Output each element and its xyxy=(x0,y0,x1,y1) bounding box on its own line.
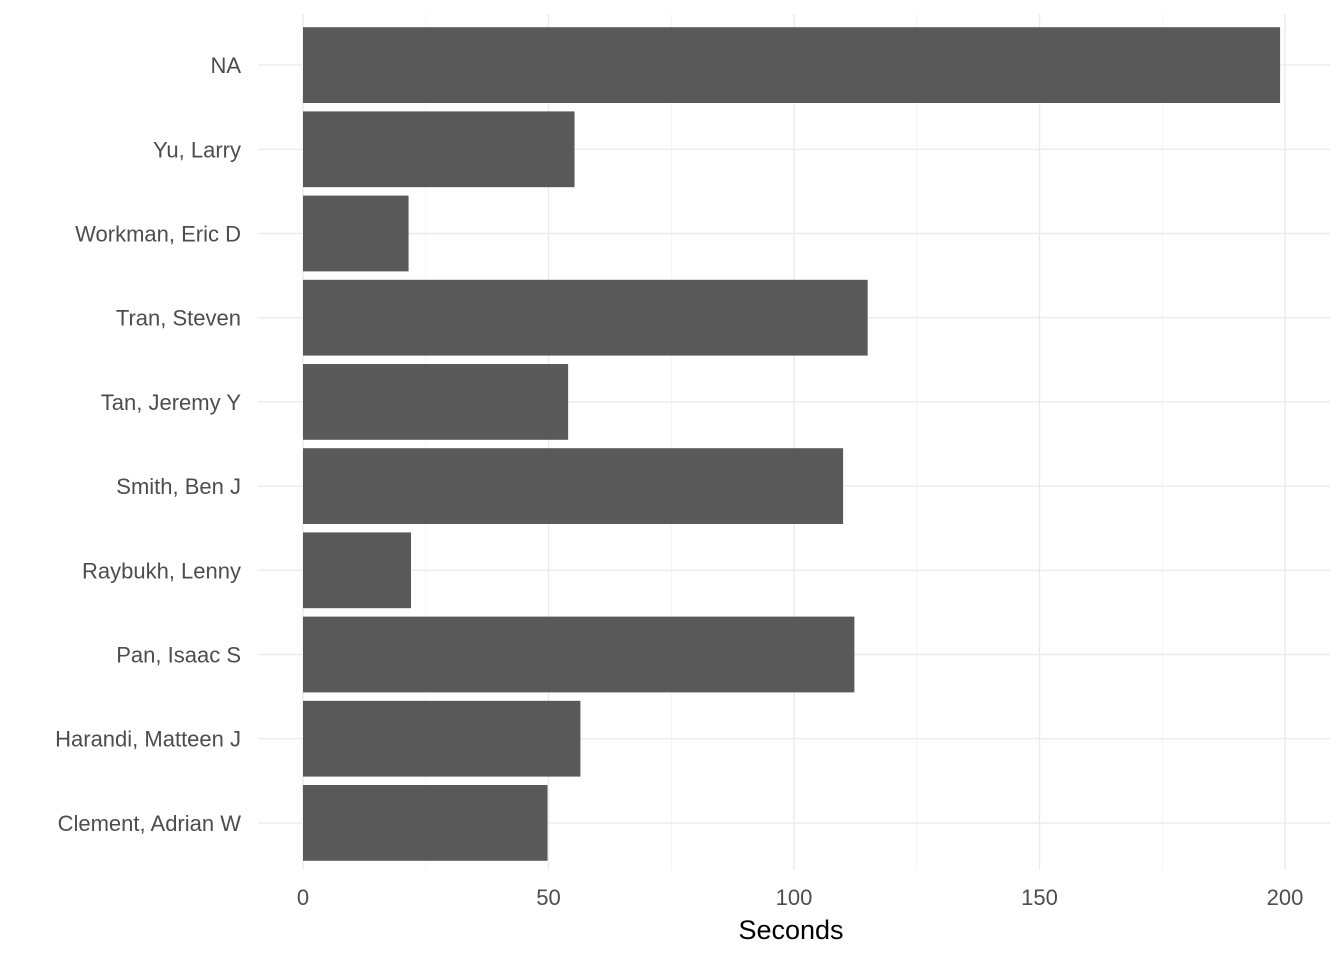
y-tick-label: Clement, Adrian W xyxy=(58,811,242,836)
x-tick-label: 0 xyxy=(297,885,309,910)
x-tick-label: 200 xyxy=(1267,885,1304,910)
x-tick-label: 50 xyxy=(536,885,560,910)
bar xyxy=(303,700,581,777)
bar xyxy=(303,448,844,524)
y-tick-label: Pan, Isaac S xyxy=(116,643,241,668)
bar xyxy=(303,616,855,693)
bar xyxy=(303,195,409,272)
y-tick-label: Raybukh, Lenny xyxy=(82,558,241,583)
y-tick-labels: Clement, Adrian W Harandi, Matteen J Pan, … xyxy=(55,53,241,836)
x-tick-labels: 0 50 100 150 200 xyxy=(297,885,1303,910)
y-tick-label: Tan, Jeremy Y xyxy=(101,390,242,415)
y-tick-label: Harandi, Matteen J xyxy=(55,727,241,752)
y-tick-label: Yu, Larry xyxy=(153,137,241,162)
bar xyxy=(303,27,1281,103)
x-axis-title: Seconds xyxy=(738,915,843,945)
x-tick-label: 150 xyxy=(1021,885,1058,910)
y-tick-label: Smith, Ben J xyxy=(116,474,241,499)
y-tick-label: Workman, Eric D xyxy=(75,222,241,247)
bar xyxy=(303,364,569,440)
y-tick-label: NA xyxy=(210,53,241,78)
bars xyxy=(303,27,1281,861)
y-tick-label: Tran, Steven xyxy=(116,306,241,331)
bar xyxy=(303,111,575,188)
bar xyxy=(303,785,548,861)
bar xyxy=(303,532,412,609)
x-tick-label: 100 xyxy=(776,885,813,910)
bar xyxy=(303,279,868,356)
